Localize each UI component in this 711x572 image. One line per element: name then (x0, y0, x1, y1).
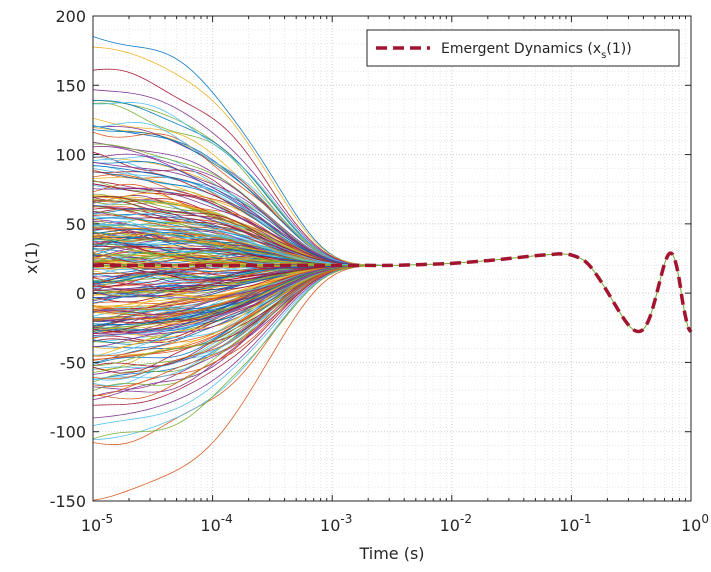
trajectory-line (92, 165, 390, 266)
axes-box (92, 15, 692, 502)
x-tick-label: 10-4 (200, 512, 232, 535)
x-tick-label-exponent: 0 (701, 512, 709, 526)
legend-label-prefix: Emergent Dynamics (x (441, 41, 601, 57)
x-tick-label: 10-2 (440, 512, 472, 535)
trajectory-line (92, 265, 390, 367)
trajectory-line (92, 121, 390, 266)
trajectory-line (92, 68, 390, 266)
x-tick-label-base: 10 (440, 516, 460, 535)
legend: Emergent Dynamics (xs(1)) (366, 29, 680, 67)
trajectory-line (92, 195, 390, 266)
y-tick-label: 150 (55, 76, 86, 95)
x-tick-label-exponent: -1 (580, 512, 592, 526)
y-tick-label: -100 (50, 423, 86, 442)
x-tick-label: 10-3 (320, 512, 352, 535)
x-tick-label-base: 10 (200, 516, 220, 535)
legend-label: Emergent Dynamics (xs(1)) (441, 41, 632, 61)
y-tick-label: 200 (55, 7, 86, 26)
trajectory-line (92, 89, 390, 266)
trajectory-line (92, 265, 390, 388)
y-axis-label: x(1) (22, 242, 41, 274)
x-tick-labels: 10-5 10-4 10-3 10-2 10-1 100 (81, 512, 709, 535)
x-tick-label-base: 10 (320, 516, 340, 535)
trajectory-line (92, 46, 390, 266)
x-tick-label: 10-5 (81, 512, 113, 535)
x-axis-label: Time (s) (358, 544, 424, 563)
x-tick-label-base: 10 (559, 516, 579, 535)
x-tick-label-base: 10 (81, 516, 101, 535)
x-tick-label-exponent: -5 (101, 512, 113, 526)
x-tick-label: 10-1 (559, 512, 591, 535)
trajectory-line (92, 146, 390, 266)
y-tick-label: 100 (55, 146, 86, 165)
emergent-series-dashed-line (92, 251, 693, 334)
axis-ticks (92, 15, 692, 502)
trajectory-line (92, 265, 390, 440)
y-tick-label: -150 (50, 492, 86, 511)
y-tick-label: 0 (76, 284, 86, 303)
trajectory-line (92, 265, 390, 501)
x-tick-label-exponent: -2 (460, 512, 472, 526)
trajectory-line (92, 265, 390, 348)
legend-label-suffix: (1)) (606, 41, 631, 57)
x-tick-label-base: 10 (681, 516, 701, 535)
y-tick-label: -50 (60, 353, 86, 372)
trajectory-line (92, 265, 390, 330)
x-tick-label: 100 (681, 512, 709, 535)
legend-label-subscript: s (601, 50, 606, 61)
x-tick-label-exponent: -4 (221, 512, 233, 526)
x-tick-label-exponent: -3 (340, 512, 352, 526)
y-tick-label: 50 (66, 215, 86, 234)
y-tick-labels: 200 150 100 50 0 -50 -100 -150 (50, 7, 86, 511)
